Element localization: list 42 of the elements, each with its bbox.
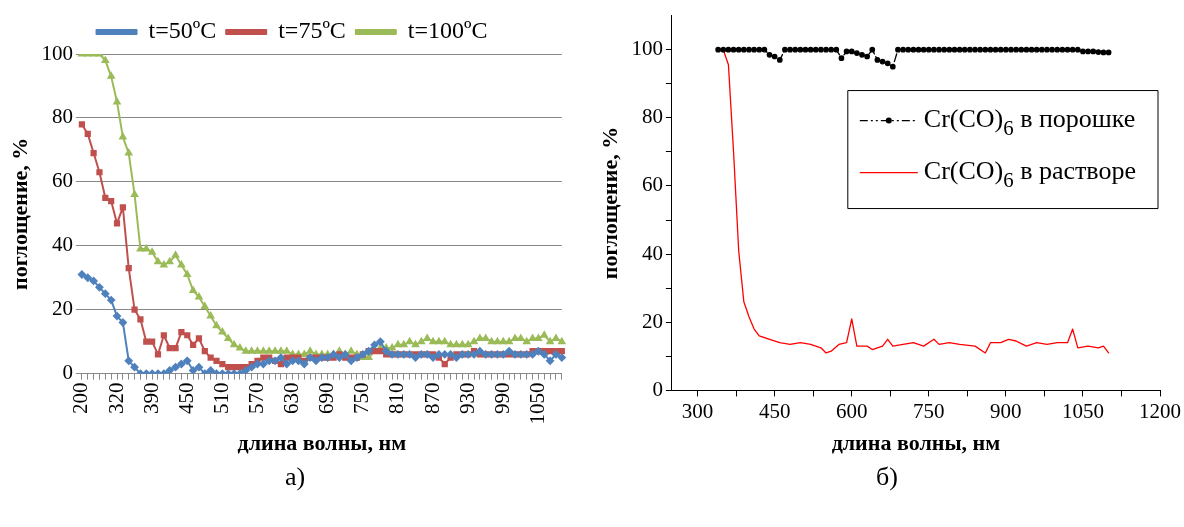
text: а) [283, 462, 307, 492]
x-tick-label: 1050 [524, 382, 549, 425]
x-tick-label: 200 [68, 382, 93, 415]
x-tick-label: 300 [681, 398, 714, 423]
y-tick-label: 60 [51, 168, 73, 193]
x-tick-label: 570 [243, 382, 268, 415]
y-tick-label: 0 [62, 360, 73, 385]
y-tick-label: 20 [641, 308, 663, 333]
y-axis-title: поглощение, % [6, 137, 32, 290]
x-tick-label: 870 [419, 382, 444, 415]
x-tick-label: 450 [758, 398, 791, 423]
legend-label: t=75ºC [278, 17, 346, 44]
y-tick-label: 100 [41, 40, 73, 65]
x-tick-label: 810 [384, 382, 409, 415]
x-tick-label: 450 [173, 382, 198, 415]
x-tick-label: 930 [454, 382, 479, 415]
x-tick-label: 1200 [1139, 398, 1181, 423]
x-tick-label: 750 [913, 398, 945, 423]
x-axis-title: длина волны, нм [237, 430, 407, 456]
x-tick-label: 990 [489, 382, 514, 415]
text: б) [875, 462, 899, 492]
y-tick-label: 80 [51, 104, 73, 129]
y-tick-label: 40 [51, 232, 73, 257]
y-tick-label: 80 [641, 104, 663, 129]
y-tick-label: 0 [652, 376, 663, 401]
x-tick-label: 510 [208, 382, 233, 415]
x-tick-label: 690 [314, 382, 339, 415]
x-tick-label: 600 [835, 398, 868, 423]
y-tick-label: 20 [51, 296, 73, 321]
x-tick-label: 390 [138, 382, 163, 415]
x-tick-label: 320 [103, 382, 128, 415]
x-tick-label: 1050 [1061, 398, 1104, 423]
x-tick-label: 900 [990, 398, 1022, 423]
y-tick-label: 100 [631, 36, 663, 61]
y-tick-label: 60 [641, 172, 663, 197]
y-axis-title: поглощение, % [596, 126, 622, 280]
legend-label: t=100ºC [407, 17, 488, 44]
x-tick-label: 750 [349, 382, 374, 415]
y-tick-label: 40 [641, 240, 663, 265]
x-tick-label: 630 [279, 382, 304, 415]
legend-label: t=50ºC [148, 17, 217, 44]
x-axis-title: длина волны, нм [831, 430, 1001, 456]
